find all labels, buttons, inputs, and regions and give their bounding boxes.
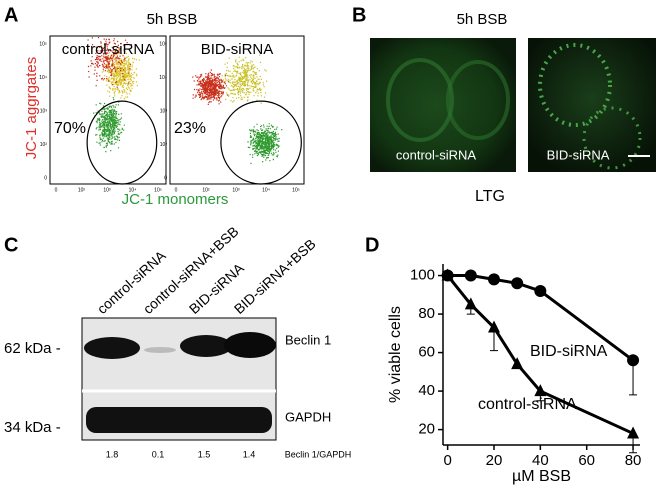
micrograph bbox=[370, 38, 516, 172]
y-tick-label: 0 bbox=[164, 175, 167, 181]
ratio: 0.1 bbox=[152, 449, 165, 459]
plot-frame bbox=[49, 35, 167, 185]
series-label: BID-siRNA bbox=[530, 343, 608, 360]
point bbox=[627, 426, 640, 439]
gate-percent: 70% bbox=[54, 120, 86, 137]
row-size: 62 kDa - bbox=[4, 340, 61, 357]
x-tick-label: 80 bbox=[625, 452, 642, 469]
y-tick-label: 10⁵ bbox=[39, 41, 47, 47]
x-tick-label: 10⁴ bbox=[129, 187, 137, 193]
x-tick-label: 10⁵ bbox=[292, 187, 300, 193]
x-tick-label: 20 bbox=[486, 452, 503, 469]
band bbox=[180, 335, 232, 357]
point bbox=[441, 268, 454, 281]
plot-label: BID-siRNA bbox=[201, 41, 274, 58]
x-tick-label: 10³ bbox=[103, 187, 111, 193]
panel-title: 5h BSB bbox=[457, 11, 508, 28]
x-tick-label: 10³ bbox=[232, 187, 240, 193]
y-tick-label: 10⁵ bbox=[159, 41, 167, 47]
flow-plot: 0 0 10² 10² 10³ 10³ 10⁴ 10⁴ 10⁵ 10⁵ control-siRNA 7… bbox=[39, 35, 167, 193]
y-tick-label: 40 bbox=[418, 382, 435, 399]
point bbox=[627, 354, 640, 367]
y-label: % viable cells bbox=[387, 306, 404, 403]
point bbox=[511, 357, 524, 370]
row-size: 34 kDa - bbox=[4, 419, 61, 436]
events bbox=[192, 69, 229, 105]
image-label: control-siRNA bbox=[396, 147, 477, 162]
lane-label: BID-siRNA+BSB bbox=[231, 236, 319, 317]
point bbox=[464, 297, 477, 310]
y-tick-label: 100 bbox=[410, 267, 435, 284]
y-tick-label: 60 bbox=[418, 344, 435, 361]
gate bbox=[86, 100, 158, 185]
point bbox=[487, 273, 500, 286]
cell bbox=[386, 58, 454, 142]
cell bbox=[538, 43, 612, 127]
y-label: JC-1 aggrgates bbox=[23, 57, 40, 160]
image-label: BID-siRNA bbox=[547, 147, 610, 162]
panel-label: A bbox=[4, 4, 18, 26]
events bbox=[93, 97, 125, 153]
x-tick-label: 40 bbox=[532, 452, 549, 469]
x-tick-label: 0 bbox=[175, 187, 178, 193]
panel-title: 5h BSB bbox=[147, 11, 198, 28]
x-tick-label: 10² bbox=[78, 187, 86, 193]
y-tick-label: 10² bbox=[160, 142, 168, 148]
y-tick-label: 10⁴ bbox=[159, 75, 167, 81]
gate bbox=[220, 100, 302, 185]
band bbox=[224, 332, 276, 358]
flow-plot: 0 0 10² 10² 10³ 10³ 10⁴ 10⁴ 10⁵ 10⁵ BID-siRNA 23% bbox=[159, 35, 305, 193]
micrograph bbox=[528, 38, 656, 172]
ratio-label: Beclin 1/GAPDH bbox=[285, 449, 352, 459]
point bbox=[511, 277, 524, 290]
events bbox=[247, 123, 283, 164]
point bbox=[487, 320, 500, 333]
y-tick-label: 80 bbox=[418, 305, 435, 322]
row-name: Beclin 1 bbox=[285, 332, 331, 347]
panel-label: B bbox=[352, 4, 366, 26]
events bbox=[101, 46, 140, 100]
x-tick-label: 10² bbox=[202, 187, 210, 193]
band bbox=[144, 347, 176, 353]
series-label: control-siRNA bbox=[478, 396, 577, 413]
y-tick-label: 0 bbox=[44, 175, 47, 181]
x-tick-label: 0 bbox=[55, 187, 58, 193]
plot-label: control-siRNA bbox=[62, 41, 155, 58]
y-tick-label: 10³ bbox=[40, 108, 48, 114]
y-tick-label: 10³ bbox=[160, 108, 168, 114]
x-tick-label: 0 bbox=[443, 452, 451, 469]
x-tick-label: 60 bbox=[578, 452, 595, 469]
y-tick-label: 10² bbox=[40, 142, 48, 148]
point bbox=[534, 284, 547, 297]
y-tick-label: 10⁴ bbox=[39, 75, 47, 81]
x-label: JC-1 monomers bbox=[122, 191, 229, 208]
ratio: 1.4 bbox=[243, 449, 256, 459]
series-line bbox=[446, 274, 634, 435]
x-tick-label: 10⁴ bbox=[262, 187, 270, 193]
row-name: GAPDH bbox=[285, 409, 331, 424]
panel-label: C bbox=[4, 234, 18, 256]
x-label: µM BSB bbox=[512, 468, 571, 485]
gate-percent: 23% bbox=[174, 120, 206, 137]
band bbox=[86, 407, 272, 433]
cell bbox=[582, 106, 642, 170]
cell bbox=[446, 60, 510, 140]
ratio: 1.5 bbox=[198, 449, 211, 459]
x-tick-label: 10⁵ bbox=[154, 187, 162, 193]
point bbox=[534, 384, 547, 397]
ratio: 1.8 bbox=[106, 449, 119, 459]
band bbox=[84, 337, 140, 359]
y-tick-label: 20 bbox=[418, 421, 435, 438]
caption: LTG bbox=[475, 188, 505, 205]
panel-label: D bbox=[365, 234, 379, 256]
point bbox=[464, 269, 477, 282]
events bbox=[219, 54, 268, 104]
events bbox=[87, 37, 132, 88]
